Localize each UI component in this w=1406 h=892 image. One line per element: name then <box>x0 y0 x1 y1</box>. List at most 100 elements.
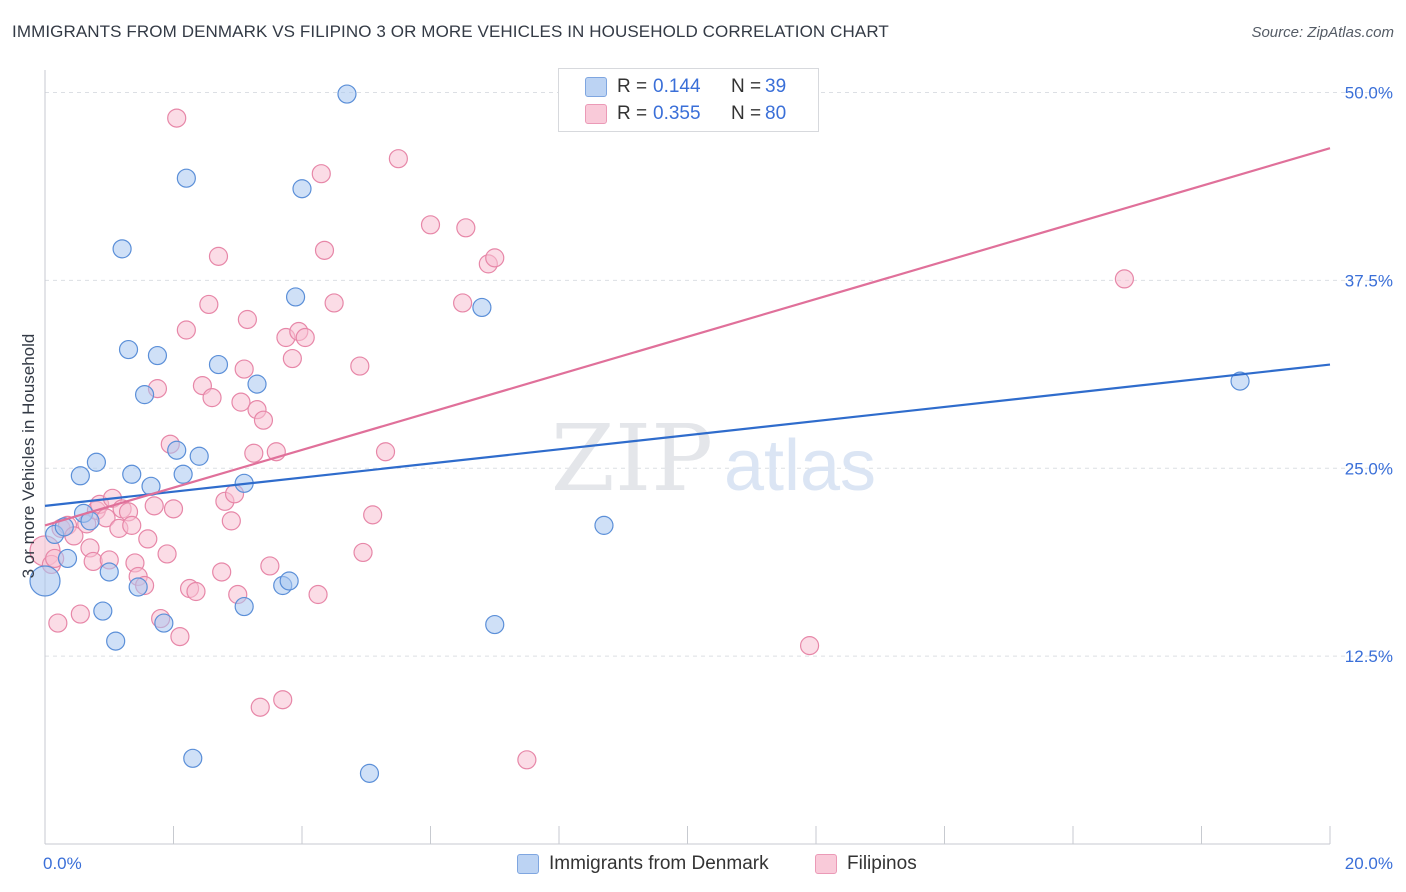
denmark-point <box>86 452 107 472</box>
legend-row-denmark: R = 0.144 N = 39 <box>559 74 818 100</box>
filipinos-point <box>324 293 344 313</box>
denmark-point <box>54 517 74 537</box>
filipinos-trend-line <box>44 147 1331 527</box>
filipinos-point <box>350 356 370 376</box>
denmark-point <box>57 548 78 569</box>
filipinos-point <box>353 542 373 563</box>
filipinos-point <box>186 581 206 602</box>
filipinos-point <box>295 327 315 348</box>
stats-legend: R = 0.144 N = 39 R = 0.355 N = 80 <box>558 68 819 132</box>
filipinos-point <box>250 697 270 717</box>
filipinos-point <box>199 294 219 315</box>
series-swatch-filipinos <box>815 854 837 874</box>
denmark-point <box>122 464 142 484</box>
y-tick-label: 12.5% <box>1345 647 1393 666</box>
filipinos-point <box>138 529 158 549</box>
denmark-point <box>292 179 312 199</box>
filipinos-point <box>212 562 232 582</box>
series-legend-filipinos: Filipinos <box>815 852 935 876</box>
filipinos-point <box>308 584 328 605</box>
series-label-denmark: Immigrants from Denmark <box>549 853 769 874</box>
filipinos-point <box>253 410 274 430</box>
filipinos-point <box>221 511 241 531</box>
legend-n-label: N = <box>731 76 762 97</box>
legend-r-label: R = <box>617 103 648 124</box>
y-tick-label: 37.5% <box>1345 271 1393 290</box>
denmark-point <box>189 446 209 466</box>
legend-swatch-denmark <box>585 77 607 97</box>
chart-title: IMMIGRANTS FROM DENMARK VS FILIPINO 3 OR… <box>12 22 889 41</box>
filipinos-point <box>83 551 103 572</box>
filipinos-point <box>282 348 302 369</box>
denmark-point <box>234 596 254 617</box>
filipinos-point <box>157 544 177 564</box>
filipinos-point <box>1114 269 1135 289</box>
denmark-point <box>93 601 113 621</box>
filipinos-point <box>208 246 229 266</box>
filipinos-point <box>456 218 476 238</box>
filipinos-point <box>375 442 396 462</box>
legend-r-value: 0.144 <box>653 76 701 97</box>
filipinos-point <box>273 690 293 710</box>
filipinos-point <box>170 626 190 647</box>
axes <box>44 70 1331 845</box>
denmark-point <box>99 562 119 582</box>
legend-r-label: R = <box>617 76 648 97</box>
denmark-point <box>183 748 203 768</box>
watermark-atlas: atlas <box>724 426 876 506</box>
trend-lines <box>44 147 1331 527</box>
denmark-point <box>1230 371 1250 391</box>
filipinos-point <box>231 392 251 412</box>
legend-row-filipinos: R = 0.355 N = 80 <box>559 101 818 127</box>
denmark-point <box>285 287 306 307</box>
denmark-point <box>29 565 61 597</box>
filipinos-point <box>202 388 222 408</box>
denmark-point <box>472 297 492 318</box>
denmark-point <box>173 464 193 484</box>
filipinos-point <box>163 499 184 519</box>
filipinos-point <box>388 149 408 169</box>
y-tick-label: 50.0% <box>1345 84 1393 103</box>
filipinos-point <box>363 505 383 525</box>
legend-swatch-filipinos <box>585 104 607 124</box>
source-label: Source: ZipAtlas.com <box>1251 24 1394 41</box>
filipinos-point <box>799 636 820 656</box>
series-legend-denmark: Immigrants from Denmark <box>517 852 797 876</box>
series-label-filipinos: Filipinos <box>847 853 917 874</box>
denmark-point <box>134 385 155 405</box>
denmark-point <box>594 515 614 535</box>
denmark-point <box>112 239 132 259</box>
x-tick-label: 0.0% <box>43 854 82 873</box>
filipinos-point <box>237 309 257 330</box>
denmark-point <box>208 354 229 375</box>
denmark-point <box>359 763 380 783</box>
filipinos-point <box>122 515 142 535</box>
watermark: ZIP atlas <box>551 405 876 512</box>
filipinos-point <box>167 108 187 128</box>
filipinos-point <box>420 215 441 235</box>
filipinos-point <box>311 164 331 184</box>
denmark-point <box>247 374 267 394</box>
filipinos-point <box>314 240 335 260</box>
denmark-point <box>279 571 299 591</box>
legend-n-value: 39 <box>765 76 787 97</box>
legend-r-value: 0.355 <box>653 103 701 124</box>
grid-lines <box>45 92 1390 657</box>
series-swatch-denmark <box>517 854 539 874</box>
filipinos-point <box>176 320 196 340</box>
filipinos-point <box>234 359 254 379</box>
y-tick-label: 25.0% <box>1345 459 1393 478</box>
denmark-point <box>176 168 196 188</box>
filipinos-point <box>517 750 537 770</box>
denmark-point <box>128 577 148 597</box>
filipinos-point <box>70 604 90 624</box>
denmark-point <box>167 440 187 460</box>
denmark-points <box>29 84 1250 783</box>
denmark-point <box>485 614 505 635</box>
filipinos-point <box>453 293 473 313</box>
filipinos-point <box>244 443 264 463</box>
denmark-trend-line <box>44 363 1331 507</box>
denmark-point <box>106 631 126 651</box>
denmark-point <box>147 345 168 366</box>
